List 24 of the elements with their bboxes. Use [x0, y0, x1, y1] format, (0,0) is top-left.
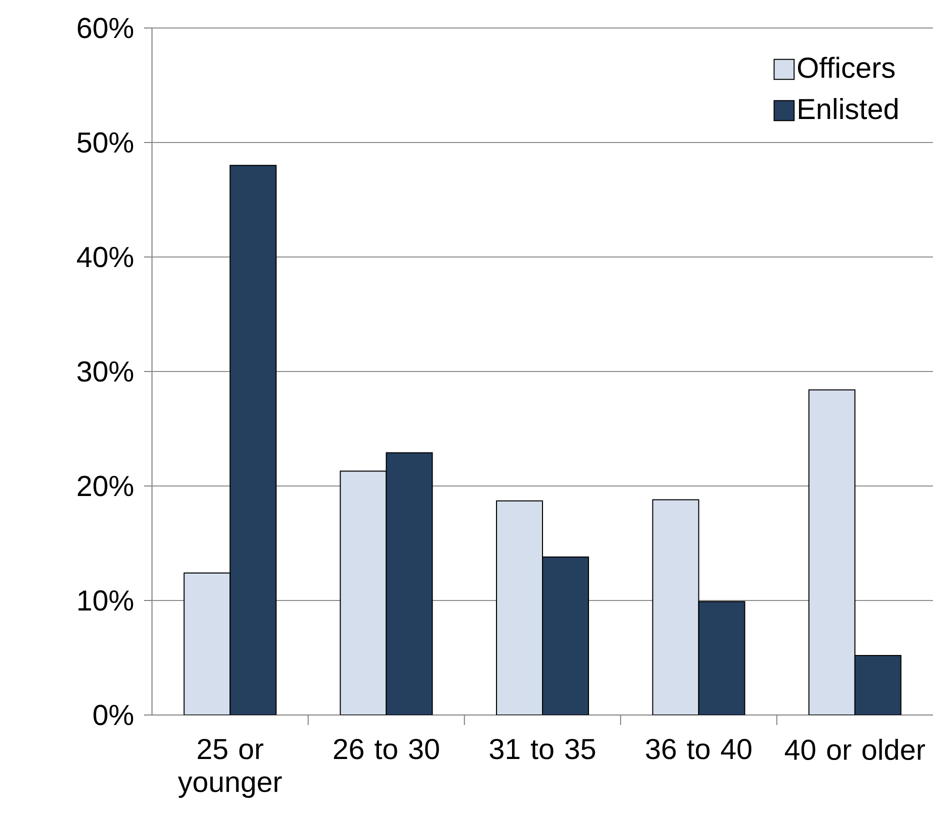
bar — [230, 164, 277, 715]
bar — [496, 500, 544, 715]
y-tick-label: 20% — [78, 476, 134, 496]
legend-label: Enlisted — [798, 98, 898, 120]
y-tick-label: 50% — [78, 132, 134, 153]
legend-label: Officers — [798, 56, 895, 78]
x-tick-label: 25 or younger — [178, 738, 282, 798]
bar — [184, 572, 231, 715]
bar — [854, 654, 902, 715]
bar — [808, 389, 856, 715]
y-tick-label: 40% — [77, 246, 134, 268]
bar — [652, 499, 700, 715]
x-tick-label: 36 to 40 — [646, 738, 752, 760]
y-tick-label: 30% — [77, 361, 134, 382]
bar — [386, 452, 433, 715]
x-tick-label: 40 or older — [784, 738, 926, 760]
bar — [698, 601, 746, 715]
y-tick-label: 60% — [78, 18, 134, 38]
x-tick-label: 26 to 30 — [334, 738, 439, 760]
y-tick-label: 10% — [78, 590, 134, 611]
x-tick-label: 31 to 35 — [490, 738, 596, 760]
bar — [340, 470, 387, 715]
bar — [542, 556, 590, 715]
y-tick-label: 0% — [94, 704, 134, 726]
